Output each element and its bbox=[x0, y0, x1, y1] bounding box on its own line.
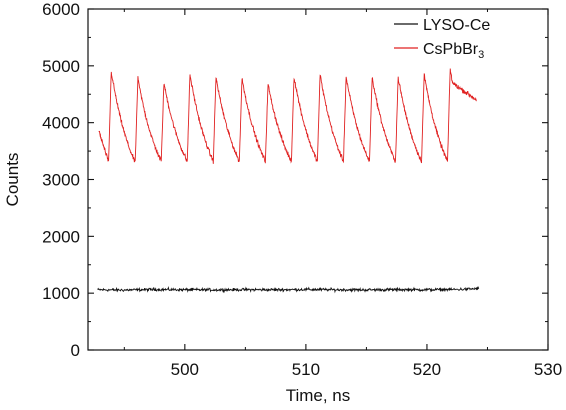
x-tick-label: 500 bbox=[171, 360, 199, 379]
axis-ticks: 0 1000 2000 3000 4000 5000 6000 500 510 520 530 bbox=[42, 0, 562, 379]
x-axis-title: Time, ns bbox=[286, 386, 351, 405]
legend-label-cspbbr3-subscript: 3 bbox=[478, 49, 484, 61]
y-axis-title: Counts bbox=[3, 153, 22, 207]
y-tick-label: 3000 bbox=[42, 171, 80, 190]
x-tick-label: 510 bbox=[292, 360, 320, 379]
legend: LYSO-Ce CsPbBr3 bbox=[394, 17, 490, 61]
y-tick-label: 5000 bbox=[42, 57, 80, 76]
y-tick-label: 6000 bbox=[42, 0, 80, 19]
y-tick-label: 0 bbox=[71, 341, 80, 360]
series-line-lyso-ce bbox=[97, 286, 480, 294]
series-line-cspbbr3 bbox=[98, 68, 477, 164]
plot-area bbox=[97, 68, 480, 294]
y-tick-label: 2000 bbox=[42, 227, 80, 246]
y-tick-label: 1000 bbox=[42, 284, 80, 303]
x-tick-label: 520 bbox=[413, 360, 441, 379]
legend-label-lyso: LYSO-Ce bbox=[423, 17, 490, 34]
legend-label-cspbbr3-main: CsPbBr bbox=[423, 41, 479, 58]
x-tick-label: 530 bbox=[534, 360, 562, 379]
y-tick-label: 4000 bbox=[42, 114, 80, 133]
legend-label-cspbbr3: CsPbBr3 bbox=[423, 41, 484, 61]
